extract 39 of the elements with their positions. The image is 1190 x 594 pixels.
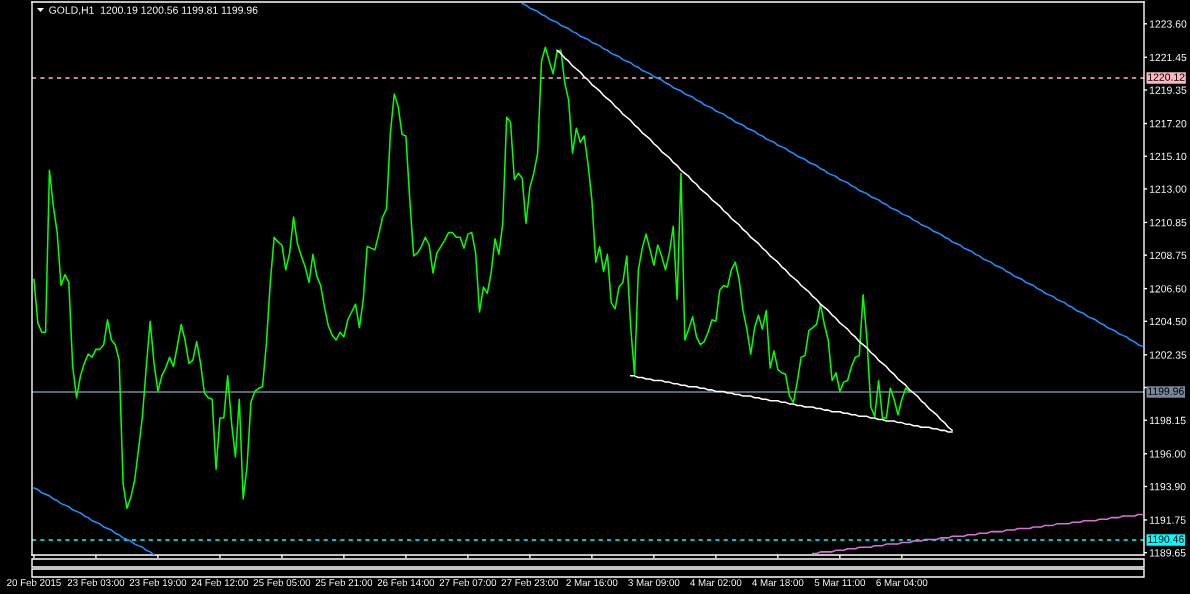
line-series [33, 46, 911, 510]
y-tick-label: 1196.00 [1149, 450, 1186, 458]
chart-title: GOLD,H1 1200.19 1200.56 1199.81 1199.96 [49, 6, 258, 16]
x-tick-label: 23 Feb 03:00 [67, 578, 125, 587]
y-tick-label: 1189.65 [1149, 549, 1186, 557]
x-tick-label: 4 Mar 18:00 [752, 579, 804, 587]
x-tick-label: 5 Mar 11:00 [814, 579, 866, 587]
y-tick-label: 1208.75 [1149, 251, 1187, 260]
y-tick-label: 1204.50 [1149, 317, 1187, 326]
y-tick-label: 1217.20 [1149, 120, 1187, 128]
line-series [521, 2, 1143, 348]
y-tick-label: 1198.15 [1149, 416, 1186, 425]
y-tick-label: 1206.60 [1149, 285, 1187, 293]
y-tick-label: 1215.10 [1149, 152, 1187, 161]
x-tick-label: 26 Feb 14:00 [377, 578, 435, 587]
x-tick-label: 25 Feb 21:00 [315, 578, 373, 587]
y-tick-label: 1221.45 [1149, 53, 1187, 62]
ref-line-label: 1199.96 [1148, 387, 1184, 395]
x-tick-label: 23 Feb 19:00 [129, 578, 187, 587]
x-tick-label: 25 Feb 05:00 [253, 578, 311, 587]
x-tick-label: 27 Feb 23:00 [501, 578, 559, 587]
ref-line-label: 1220.12 [1148, 73, 1185, 81]
y-tick-label: 1202.35 [1149, 351, 1187, 359]
y-tick-label: 1219.35 [1149, 86, 1187, 94]
y-tick-label: 1191.75 [1149, 516, 1186, 524]
y-tick-label: 1210.85 [1149, 218, 1187, 227]
y-tick-label: 1223.60 [1149, 20, 1187, 28]
ref-line-label: 1190.46 [1148, 535, 1184, 543]
x-tick-label: 3 Mar 09:00 [628, 579, 680, 587]
x-tick-label: 27 Feb 07:00 [439, 578, 497, 587]
x-tick-label: 24 Feb 12:00 [191, 578, 249, 587]
x-tick-label: 2 Mar 16:00 [566, 579, 618, 587]
y-tick-label: 1193.90 [1149, 482, 1186, 491]
x-tick-label: 20 Feb 2015 [7, 578, 61, 587]
x-tick-label: 4 Mar 02:00 [690, 579, 742, 587]
y-tick-label: 1213.00 [1149, 185, 1187, 193]
x-tick-label: 6 Mar 04:00 [876, 579, 928, 587]
line-series [33, 487, 155, 555]
line-series [811, 513, 1143, 555]
